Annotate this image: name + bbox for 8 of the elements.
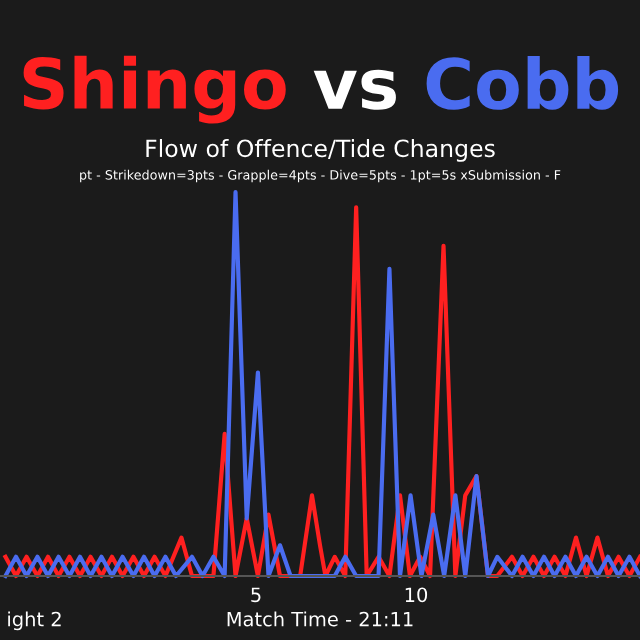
series-label: Shingo: [23, 55, 286, 124]
x-tick-label: 5: [251, 587, 261, 603]
x-tick-label: 10: [405, 587, 428, 603]
chart-title: vs: [313, 69, 396, 110]
text: Cobb: [426, 56, 619, 110]
text: ight 2: [8, 611, 61, 631]
x-axis-title: Match Time - 21:11: [227, 611, 413, 627]
chart-subtitle: Flow of Offence/Tide Changes: [146, 138, 495, 162]
